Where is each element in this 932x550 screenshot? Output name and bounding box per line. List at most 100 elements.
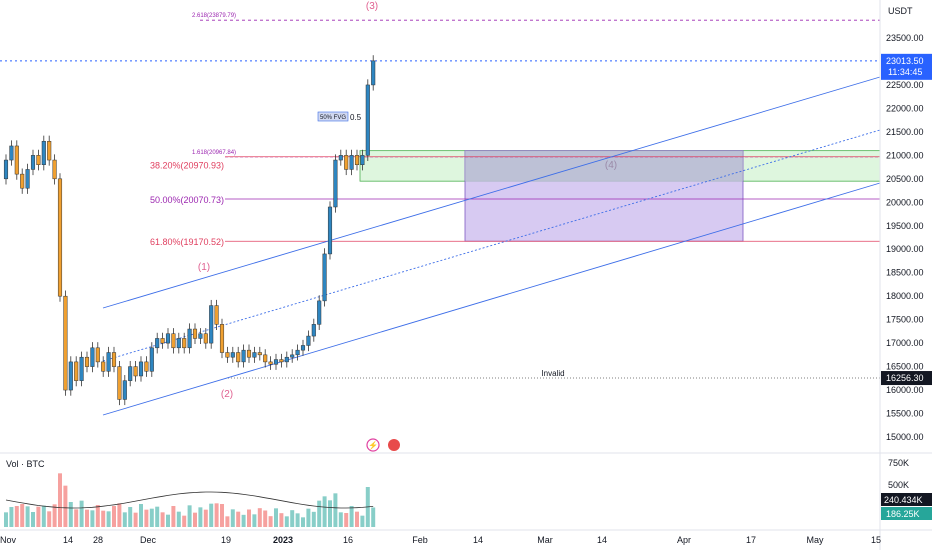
candle-body [360, 155, 365, 165]
candle-body [47, 141, 52, 161]
volume-bar [128, 507, 133, 527]
candle-body [344, 155, 349, 170]
countdown-value: 11:34:45 [888, 67, 922, 77]
volume-bar [182, 515, 187, 527]
volume-bar [112, 506, 116, 527]
candle-body [246, 349, 252, 358]
volume-bar [268, 516, 273, 527]
volume-bar [252, 514, 257, 527]
price-tick: 20500.00 [886, 174, 924, 184]
volume-bar [344, 513, 349, 527]
volume-bar [209, 503, 214, 527]
us-flag-icon [388, 439, 400, 451]
volume-pane-title: Vol · BTC [6, 459, 45, 469]
candle-body [365, 84, 370, 156]
volume-bar [4, 512, 8, 527]
volume-bar [58, 473, 62, 527]
volume-bar [338, 512, 343, 527]
lightning-icon-glyph: ⚡ [368, 440, 378, 450]
price-tick: 15500.00 [886, 409, 924, 419]
candle-body [176, 338, 181, 349]
price-tick: 19000.00 [886, 244, 924, 254]
candle-body [95, 347, 100, 363]
price-tick: 18500.00 [886, 268, 924, 278]
volume-last-tag [881, 507, 932, 520]
fib-1618-label: 1.618(20967.84) [192, 150, 236, 156]
time-tick: 15 [871, 535, 881, 545]
volume-tick: 750K [888, 458, 909, 468]
candle-body [74, 361, 79, 381]
volume-bar [90, 510, 95, 527]
volume-bar [295, 513, 300, 527]
volume-bar [63, 485, 68, 527]
volume-bar [31, 512, 35, 527]
volume-bar [317, 500, 322, 527]
volume-bar [149, 508, 154, 527]
time-tick: Dec [140, 535, 157, 545]
invalid-price-tag [881, 371, 932, 386]
volume-bar [371, 507, 376, 527]
current-price-value: 23013.50 [886, 56, 924, 66]
candle-body [25, 169, 30, 189]
candle-body [327, 206, 333, 255]
candle-body [57, 178, 63, 297]
price-tick: 16000.00 [886, 385, 924, 395]
candle-body [371, 60, 376, 86]
volume-bar [203, 509, 208, 527]
fib-618-label: 61.80%(19170.52) [150, 237, 224, 247]
price-tick: 17000.00 [886, 338, 924, 348]
volume-bar [68, 502, 73, 527]
candle-body [165, 333, 171, 344]
candle-body [155, 338, 160, 349]
candle-body [101, 361, 106, 372]
volume-last-value: 186.25K [886, 509, 920, 519]
volume-bar [139, 504, 143, 527]
volume-ma-tag [881, 493, 932, 506]
candle-body [3, 159, 9, 180]
candle-body [41, 141, 46, 165]
candle-body [311, 324, 316, 337]
volume-bar [20, 504, 25, 527]
volume-bar [160, 512, 165, 527]
candle-body [209, 305, 214, 344]
fib-50-label: 50.00%(20070.73) [150, 195, 224, 205]
time-tick: 14 [597, 535, 607, 545]
price-tick: 20000.00 [886, 197, 924, 207]
candle-body [317, 300, 322, 325]
volume-bar [176, 511, 181, 527]
candle-body [149, 347, 154, 372]
current-price-tag [881, 53, 932, 80]
volume-bar [220, 504, 224, 527]
volume-bar [328, 500, 332, 527]
fib-382-label: 38.20%(20970.93) [150, 161, 224, 171]
volume-bar [322, 496, 327, 527]
volume-bars [4, 473, 376, 527]
candle-body [171, 333, 176, 349]
fvg-badge [317, 111, 349, 122]
volume-bar [349, 506, 354, 527]
candle-body [138, 361, 144, 377]
candle-body [338, 155, 343, 161]
volume-bar [187, 505, 192, 527]
channel-upper-line [102, 76, 881, 309]
candle-body [257, 352, 262, 356]
candle-body [14, 145, 19, 175]
time-tick: 14 [63, 535, 73, 545]
candle-body [192, 328, 198, 339]
volume-bar [41, 505, 46, 527]
volume-bar [306, 508, 311, 527]
time-tick: 2023 [273, 535, 293, 545]
volume-bar [236, 511, 241, 527]
candle-body [333, 159, 338, 208]
lightning-icon [366, 438, 380, 452]
volume-bar [225, 516, 230, 527]
candle-body [263, 354, 268, 363]
wave-1-label: (1) [198, 262, 210, 273]
price-tick: 18000.00 [886, 291, 924, 301]
volume-bar [230, 509, 235, 527]
candle-body [225, 352, 230, 358]
price-tick: 21500.00 [886, 127, 924, 137]
volume-bar [166, 514, 170, 527]
time-tick: Feb [412, 535, 428, 545]
